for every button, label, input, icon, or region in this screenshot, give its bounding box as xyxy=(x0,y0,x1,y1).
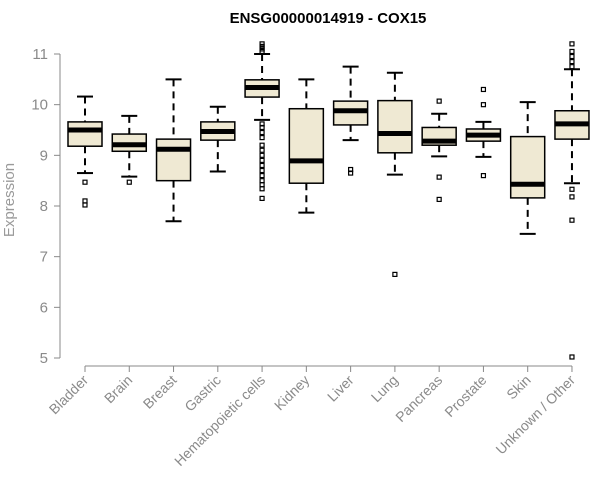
boxes-layer xyxy=(67,41,590,360)
iqr-box xyxy=(155,138,192,182)
outlier-point xyxy=(259,162,265,169)
y-tick-label: 10 xyxy=(31,97,48,114)
outlier-point xyxy=(259,135,265,141)
x-tick-label: Kidney xyxy=(271,372,313,414)
y-tick-label: 8 xyxy=(40,198,48,215)
outlier-point xyxy=(569,354,575,360)
y-axis-label: Expression xyxy=(1,163,18,237)
x-tick-label: Unknown / Other xyxy=(492,372,578,458)
x-tick-label: Bladder xyxy=(46,372,92,418)
outlier-point xyxy=(480,173,487,179)
outlier-point xyxy=(392,271,398,277)
x-tick-label: Breast xyxy=(140,372,180,412)
x-tick-label: Liver xyxy=(324,372,357,405)
box-group xyxy=(332,65,369,176)
outlier-point xyxy=(82,179,88,185)
outlier-point xyxy=(436,174,442,180)
outlier-point xyxy=(569,64,575,70)
x-tick-label: Gastric xyxy=(181,372,224,415)
iqr-box xyxy=(67,121,103,147)
y-tick-label: 7 xyxy=(40,249,48,266)
outlier-point xyxy=(259,142,265,148)
x-tick-label: Prostate xyxy=(441,372,489,420)
outlier-point xyxy=(259,157,265,163)
outlier-point xyxy=(259,152,265,158)
outlier-point xyxy=(569,217,575,223)
outlier-point xyxy=(259,182,265,188)
x-tick-label: Skin xyxy=(503,372,534,403)
box-group xyxy=(465,86,502,179)
box-group xyxy=(200,105,236,173)
outlier-point xyxy=(569,186,575,192)
outlier-point xyxy=(259,124,265,131)
y-tick-label: 6 xyxy=(40,299,48,316)
box-group xyxy=(111,114,148,185)
iqr-box xyxy=(509,135,546,199)
box-group xyxy=(288,78,325,214)
y-tick-label: 5 xyxy=(40,350,48,367)
outlier-point xyxy=(259,167,265,174)
box-group xyxy=(421,98,457,203)
outlier-point xyxy=(259,186,265,192)
outlier-point xyxy=(259,129,265,136)
x-tick-label: Brain xyxy=(101,372,135,406)
outlier-point xyxy=(259,147,265,153)
iqr-box xyxy=(377,99,413,154)
box-group xyxy=(554,41,590,360)
x-tick-label: Pancreas xyxy=(392,372,445,425)
box-group xyxy=(377,71,413,277)
box-group xyxy=(155,78,192,223)
outlier-point xyxy=(569,48,575,55)
outlier-point xyxy=(82,198,88,204)
chart-title: ENSG00000014919 - COX15 xyxy=(230,10,427,27)
outlier-point xyxy=(480,86,487,93)
box-group xyxy=(244,41,280,201)
box-group xyxy=(67,95,103,208)
outlier-point xyxy=(569,58,575,65)
outlier-point xyxy=(569,53,575,60)
outlier-point xyxy=(348,170,354,176)
y-axis: 5 6 7 8 9 10 11 xyxy=(31,46,61,367)
outlier-point xyxy=(436,98,442,104)
outlier-point xyxy=(82,202,88,208)
outlier-point xyxy=(259,195,265,201)
box-group xyxy=(509,101,546,235)
outlier-point xyxy=(569,194,575,200)
outlier-point xyxy=(480,102,487,108)
outlier-point xyxy=(259,173,265,179)
x-tick-label: Lung xyxy=(368,372,401,405)
outlier-point xyxy=(259,178,265,184)
outlier-point xyxy=(569,41,575,47)
y-tick-label: 9 xyxy=(40,147,48,164)
y-tick-label: 11 xyxy=(32,46,48,63)
outlier-point xyxy=(126,179,132,185)
iqr-box xyxy=(288,107,325,184)
outlier-point xyxy=(259,48,265,55)
outlier-point xyxy=(436,196,442,203)
